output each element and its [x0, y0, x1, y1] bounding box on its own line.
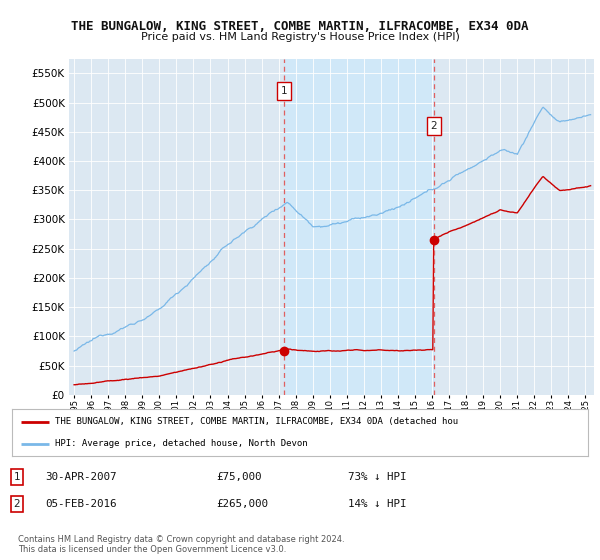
Text: £75,000: £75,000 [216, 472, 262, 482]
Text: £265,000: £265,000 [216, 499, 268, 509]
Text: HPI: Average price, detached house, North Devon: HPI: Average price, detached house, Nort… [55, 439, 308, 448]
Text: 2: 2 [13, 499, 20, 509]
Text: 05-FEB-2016: 05-FEB-2016 [45, 499, 116, 509]
Text: 2: 2 [430, 121, 437, 131]
Text: 14% ↓ HPI: 14% ↓ HPI [348, 499, 407, 509]
Bar [284, 59, 434, 395]
Text: 30-APR-2007: 30-APR-2007 [45, 472, 116, 482]
Text: Price paid vs. HM Land Registry's House Price Index (HPI): Price paid vs. HM Land Registry's House … [140, 32, 460, 43]
Text: THE BUNGALOW, KING STREET, COMBE MARTIN, ILFRACOMBE, EX34 0DA: THE BUNGALOW, KING STREET, COMBE MARTIN,… [71, 20, 529, 32]
Text: THE BUNGALOW, KING STREET, COMBE MARTIN, ILFRACOMBE, EX34 0DA (detached hou: THE BUNGALOW, KING STREET, COMBE MARTIN,… [55, 417, 458, 426]
Text: 1: 1 [281, 86, 287, 96]
Text: 73% ↓ HPI: 73% ↓ HPI [348, 472, 407, 482]
Text: 1: 1 [13, 472, 20, 482]
Text: Contains HM Land Registry data © Crown copyright and database right 2024.
This d: Contains HM Land Registry data © Crown c… [18, 535, 344, 554]
